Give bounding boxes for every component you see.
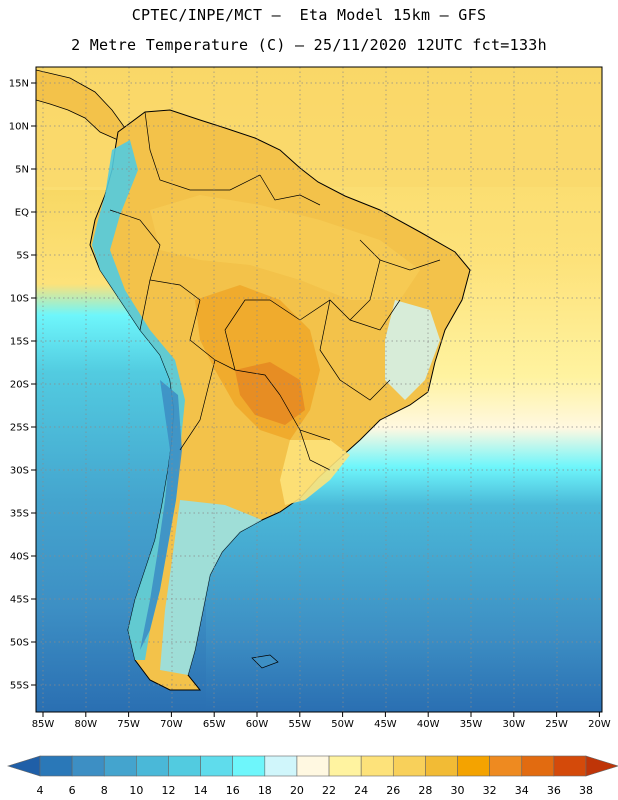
lat-tick-label: EQ	[15, 208, 29, 219]
colorbar-label: 12	[161, 784, 175, 797]
colorbar-high-triangle	[585, 755, 618, 777]
lat-tick-label: 10N	[9, 122, 29, 133]
eastern-brazil-cool	[385, 300, 440, 400]
lon-tick-label: 75W	[117, 719, 140, 730]
colorbar-bin	[136, 755, 169, 777]
colorbar-bin	[168, 755, 201, 777]
colorbar-bin	[232, 755, 266, 777]
lon-tick-label: 30W	[502, 719, 525, 730]
colorbar-label: 18	[258, 784, 272, 797]
colorbar-label: 30	[451, 784, 465, 797]
colorbar-label: 20	[290, 784, 304, 797]
lat-tick-label: 55S	[10, 681, 29, 692]
patagonia-region	[160, 500, 262, 675]
colorbar-label: 24	[354, 784, 368, 797]
lon-tick-label: 45W	[374, 719, 397, 730]
colorbar-label: 28	[418, 784, 432, 797]
longitude-axis: 85W 80W 75W 70W 65W 60W 55W 50W 45W 40W 35W 30W 25W 2…	[32, 712, 611, 730]
colorbar-bin	[39, 755, 73, 777]
amazon-region	[150, 195, 420, 300]
falkland-islands	[251, 654, 279, 669]
lon-tick-label: 50W	[331, 719, 354, 730]
lat-tick-label: 10S	[10, 294, 29, 305]
colorbar-bin	[71, 755, 105, 777]
colorbar: 4 6 8 10 12 14 16 18 20 22 24 26 28 30 32 34 36 38	[6, 755, 618, 797]
lon-tick-label: 70W	[160, 719, 183, 730]
colorbar-bin	[103, 755, 137, 777]
lat-tick-label: 5S	[16, 251, 29, 262]
lat-tick-label: 50S	[10, 638, 29, 649]
colorbar-label: 32	[483, 784, 497, 797]
hottest-region	[235, 362, 305, 425]
colorbar-bin	[489, 755, 523, 777]
colorbar-label: 16	[226, 784, 240, 797]
lon-tick-label: 65W	[203, 719, 226, 730]
lon-tick-label: 25W	[545, 719, 568, 730]
lon-tick-label: 85W	[32, 719, 55, 730]
colorbar-label: 8	[101, 784, 108, 797]
colorbar-bin	[296, 755, 330, 777]
colorbar-label: 34	[515, 784, 529, 797]
colorbar-label: 6	[69, 784, 76, 797]
colorbar-bin	[360, 755, 394, 777]
lat-tick-label: 35S	[10, 509, 29, 520]
lat-tick-label: 20S	[10, 380, 29, 391]
latitude-axis: 15N 10N 5N EQ 5S 10S 15S 20S 25S 30S 35S 40S 45S 50S 5…	[9, 79, 36, 692]
colorbar-bin	[521, 755, 555, 777]
lon-tick-label: 60W	[246, 719, 269, 730]
colorbar-label: 22	[322, 784, 336, 797]
colorbar-label: 38	[579, 784, 593, 797]
lon-tick-label: 40W	[417, 719, 440, 730]
lat-tick-label: 25S	[10, 423, 29, 434]
map-plot-area	[36, 67, 602, 712]
lat-tick-label: 5N	[15, 165, 29, 176]
map-title-line-1: CPTEC/INPE/MCT – Eta Model 15km – GFS	[131, 6, 487, 24]
lat-tick-label: 40S	[10, 552, 29, 563]
southern-brazil-region	[280, 440, 350, 505]
lon-tick-label: 20W	[588, 719, 611, 730]
colorbar-label: 10	[129, 784, 143, 797]
lat-tick-label: 15S	[10, 337, 29, 348]
lon-tick-label: 35W	[460, 719, 483, 730]
map-frame	[35, 66, 603, 713]
colorbar-bin	[392, 755, 426, 777]
colorbar-label: 26	[386, 784, 400, 797]
colorbar-bin	[457, 755, 490, 777]
lon-tick-label: 55W	[288, 719, 311, 730]
colorbar-label: 36	[547, 784, 561, 797]
colorbar-bin	[425, 755, 458, 777]
colorbar-label: 14	[194, 784, 208, 797]
map-title-line-2: 2 Metre Temperature (C) – 25/11/2020 12U…	[71, 36, 547, 54]
colorbar-bin	[553, 755, 587, 777]
colorbar-low-triangle	[6, 755, 41, 777]
lat-tick-label: 30S	[10, 466, 29, 477]
colorbar-bin	[264, 755, 298, 777]
country-borders	[109, 111, 441, 471]
colorbar-bin	[200, 755, 234, 777]
colorbar-bin	[328, 755, 362, 777]
central-america-land	[36, 69, 126, 141]
lat-tick-label: 45S	[10, 595, 29, 606]
lon-tick-label: 80W	[74, 719, 97, 730]
colorbar-label: 4	[37, 784, 44, 797]
lat-tick-label: 15N	[9, 79, 29, 90]
andes-highest-cold	[140, 380, 182, 650]
